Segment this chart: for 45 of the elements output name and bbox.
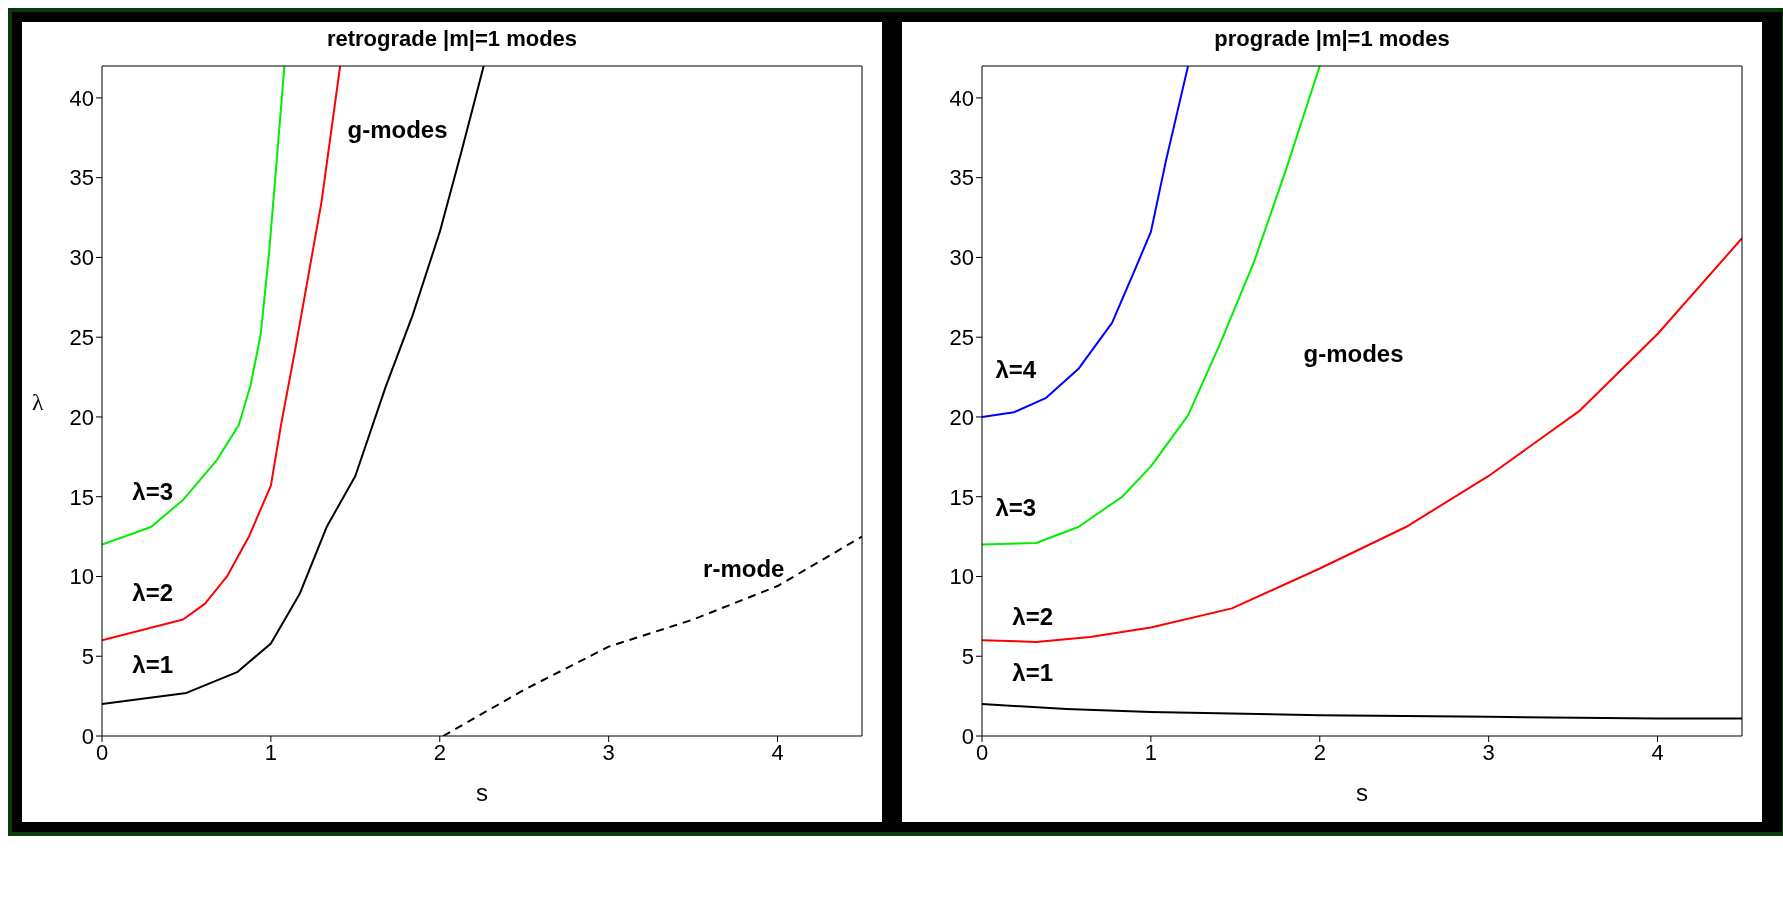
x-tick-label: 3 bbox=[1482, 739, 1495, 765]
y-tick-label: 20 bbox=[949, 404, 974, 430]
annotation: λ=2 bbox=[132, 578, 174, 606]
annotation: λ=4 bbox=[995, 355, 1037, 383]
y-tick-label: 20 bbox=[69, 404, 94, 430]
line-series bbox=[982, 237, 1742, 643]
y-tick-label: 0 bbox=[961, 723, 974, 749]
chart-title: retrograde |m|=1 modes bbox=[325, 25, 579, 53]
y-tick-label: 35 bbox=[949, 165, 974, 191]
y-tick-label: 30 bbox=[949, 245, 974, 271]
x-tick-label: 4 bbox=[1651, 739, 1664, 765]
annotation: λ=3 bbox=[995, 494, 1037, 522]
y-tick-label: 35 bbox=[69, 165, 94, 191]
line-series bbox=[982, 66, 1190, 418]
x-tick-label: 4 bbox=[771, 739, 784, 765]
x-axis-title: s bbox=[476, 779, 488, 806]
annotation: r-mode bbox=[703, 555, 785, 583]
chart-title: prograde |m|=1 modes bbox=[1213, 25, 1451, 53]
line-series bbox=[102, 66, 342, 642]
y-tick-label: 10 bbox=[949, 564, 974, 590]
annotation: g-modes bbox=[347, 116, 448, 144]
y-tick-label: 5 bbox=[961, 644, 974, 670]
y-tick-label: 25 bbox=[949, 325, 974, 350]
x-tick-label: 1 bbox=[264, 739, 278, 765]
x-tick-label: 2 bbox=[433, 739, 446, 765]
y-tick-label: 40 bbox=[69, 85, 94, 111]
y-tick-label: 30 bbox=[69, 245, 94, 271]
annotation: g-modes bbox=[1303, 339, 1404, 367]
x-tick-label: 1 bbox=[1144, 739, 1158, 765]
y-tick-label: 25 bbox=[69, 325, 94, 350]
y-axis-title: λ bbox=[32, 388, 44, 415]
y-tick-label: 5 bbox=[81, 644, 94, 670]
y-tick-label: 0 bbox=[81, 723, 94, 749]
y-tick-label: 15 bbox=[949, 484, 974, 510]
x-axis-title: s bbox=[1356, 779, 1368, 806]
annotation: λ=1 bbox=[132, 650, 174, 678]
line-series bbox=[102, 66, 286, 546]
annotation: λ=2 bbox=[1012, 602, 1054, 630]
y-tick-label: 15 bbox=[69, 484, 94, 510]
y-tick-label: 40 bbox=[949, 85, 974, 111]
y-tick-label: 10 bbox=[69, 564, 94, 590]
annotation: λ=3 bbox=[132, 478, 174, 506]
x-tick-label: 2 bbox=[1313, 739, 1326, 765]
annotation: λ=1 bbox=[1012, 658, 1054, 686]
x-tick-label: 3 bbox=[602, 739, 615, 765]
